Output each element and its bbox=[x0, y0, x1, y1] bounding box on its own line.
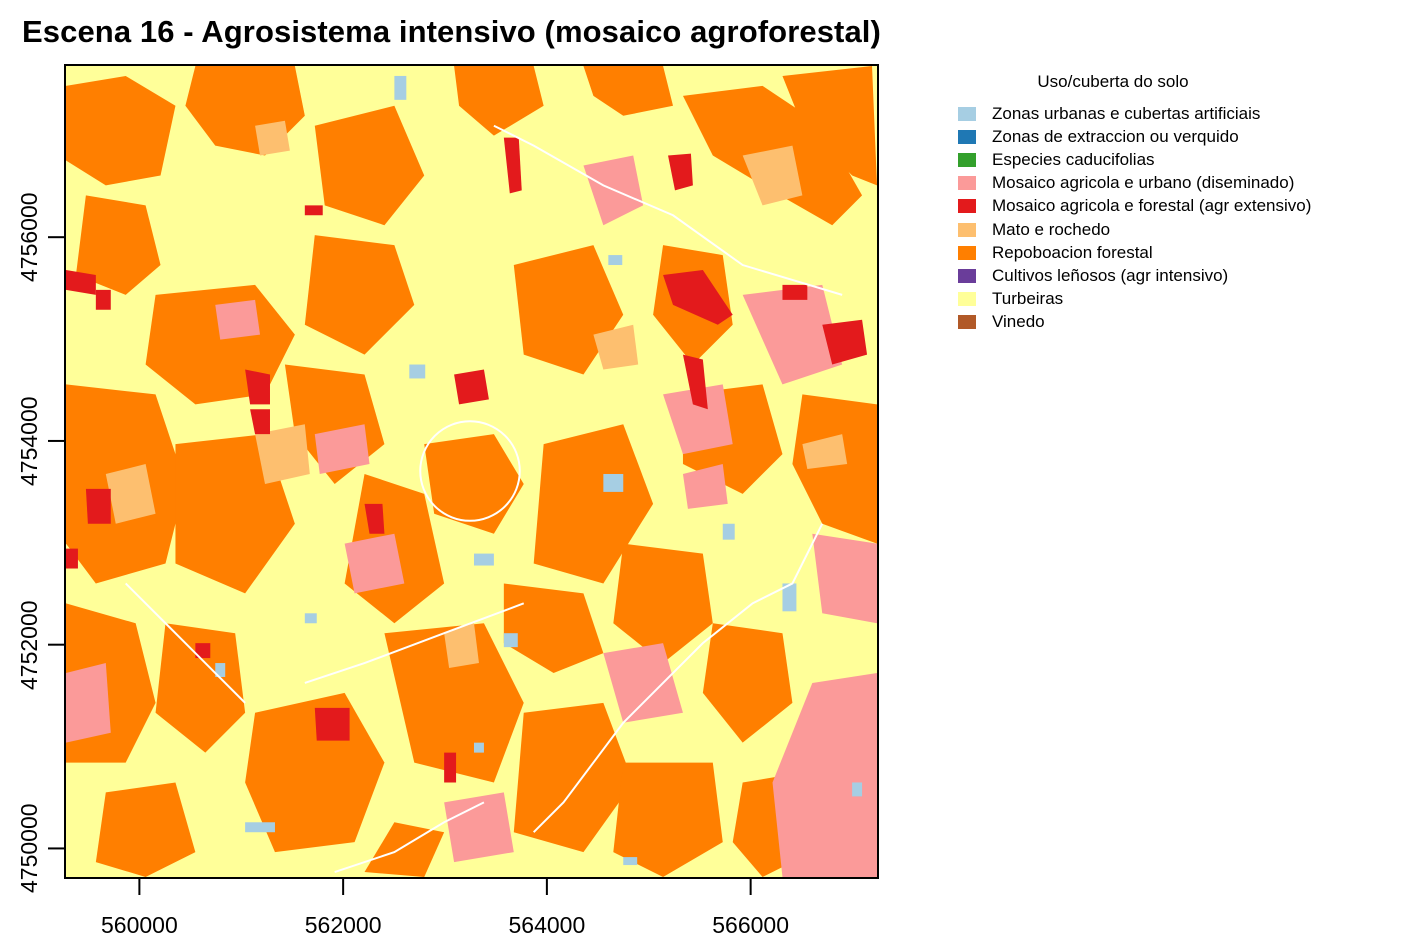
legend-label: Mato e rochedo bbox=[992, 219, 1111, 239]
x-axis bbox=[138, 879, 752, 895]
land-use-map bbox=[64, 64, 879, 879]
x-tick-label: 564000 bbox=[508, 912, 586, 938]
legend-swatch bbox=[958, 292, 976, 307]
y-axis bbox=[48, 236, 64, 850]
legend-swatch bbox=[958, 268, 976, 283]
legend-swatch bbox=[958, 315, 976, 330]
legend-item: Turbeiras bbox=[958, 288, 1311, 311]
land-use-raster bbox=[66, 66, 877, 877]
legend-swatch bbox=[958, 152, 976, 167]
legend-swatch bbox=[958, 245, 976, 260]
legend-item: Mato e rochedo bbox=[958, 218, 1311, 241]
x-tick-label: 560000 bbox=[101, 912, 178, 938]
legend-item: Cultivos leñosos (agr intensivo) bbox=[958, 264, 1311, 287]
legend-item: Zonas de extraccion ou verquido bbox=[958, 125, 1311, 148]
legend: Uso/cuberta do solo Zonas urbanas e cube… bbox=[958, 72, 1311, 334]
legend-label: Turbeiras bbox=[992, 289, 1064, 309]
urban-mosaic-patches bbox=[66, 155, 877, 877]
highlight-circle bbox=[419, 420, 521, 522]
legend-item: Zonas urbanas e cubertas artificiais bbox=[958, 102, 1311, 125]
legend-label: Mosaico agricola e forestal (agr extensi… bbox=[992, 196, 1312, 216]
scrub-patches bbox=[105, 120, 848, 669]
legend-label: Especies caducifolias bbox=[992, 149, 1155, 169]
agroforest-patches bbox=[66, 137, 868, 783]
legend-swatch bbox=[958, 222, 976, 237]
y-tick-label: 4750000 bbox=[16, 803, 42, 894]
legend-title: Uso/cuberta do solo bbox=[1037, 72, 1189, 91]
urban-patches bbox=[215, 75, 863, 866]
legend-item: Repoboacion forestal bbox=[958, 241, 1311, 264]
legend-item: Mosaico agricola e forestal (agr extensi… bbox=[958, 195, 1311, 218]
x-tick-label: 562000 bbox=[304, 912, 382, 938]
legend-item: Especies caducifolias bbox=[958, 148, 1311, 171]
legend-label: Cultivos leñosos (agr intensivo) bbox=[992, 265, 1229, 285]
legend-swatch bbox=[958, 176, 976, 191]
legend-label: Vinedo bbox=[992, 312, 1045, 332]
legend-label: Mosaico agricola e urbano (diseminado) bbox=[992, 173, 1295, 193]
x-tick-label: 566000 bbox=[712, 912, 789, 938]
y-tick-label: 4754000 bbox=[16, 396, 42, 486]
legend-label: Zonas de extraccion ou verquido bbox=[992, 126, 1239, 146]
legend-item: Vinedo bbox=[958, 311, 1311, 334]
road-lines bbox=[125, 124, 843, 873]
y-tick-label: 4752000 bbox=[16, 600, 42, 690]
legend-label: Repoboacion forestal bbox=[992, 242, 1153, 262]
legend-item: Mosaico agricola e urbano (diseminado) bbox=[958, 172, 1311, 195]
legend-swatch bbox=[958, 199, 976, 214]
legend-label: Zonas urbanas e cubertas artificiais bbox=[992, 103, 1261, 123]
y-tick-label: 4756000 bbox=[16, 192, 42, 283]
map-title: Escena 16 - Agrosistema intensivo (mosai… bbox=[22, 14, 881, 49]
legend-swatch bbox=[958, 106, 976, 121]
legend-swatch bbox=[958, 129, 976, 144]
